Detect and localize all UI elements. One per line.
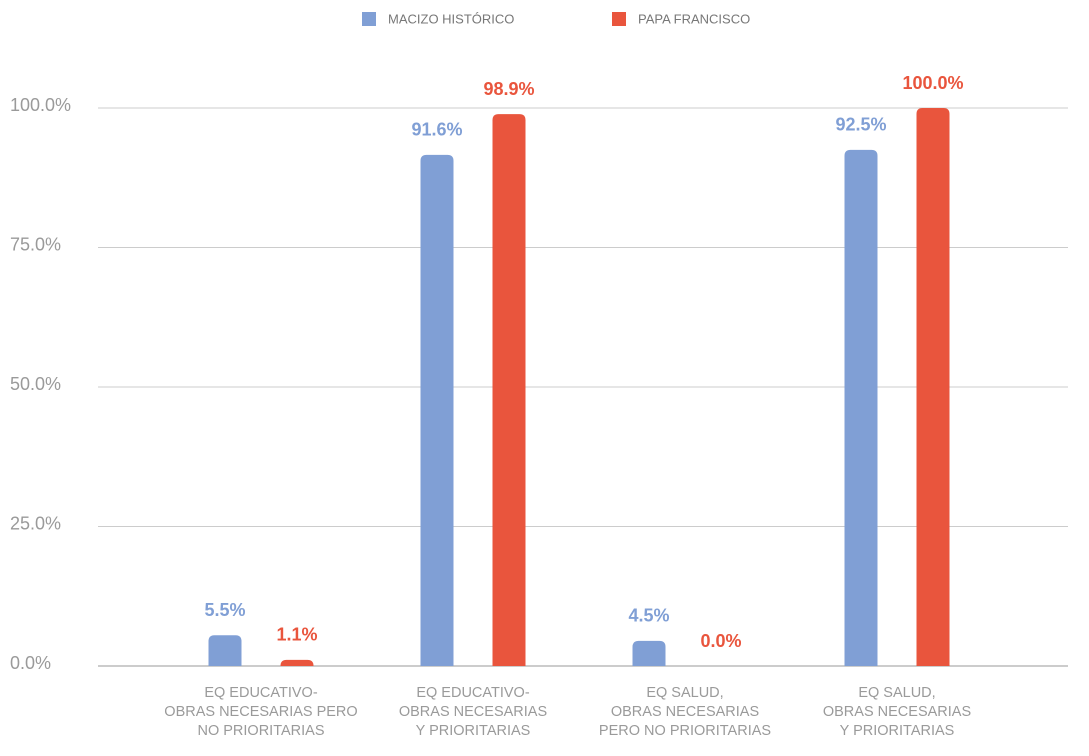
bar: [492, 114, 526, 666]
value-label: 98.9%: [483, 79, 534, 99]
x-tick-label: NO PRIORITARIAS: [197, 723, 324, 739]
bar: [208, 635, 242, 666]
x-tick-label: OBRAS NECESARIAS: [823, 704, 971, 720]
bar: [916, 108, 950, 666]
x-tick-label: Y PRIORITARIAS: [840, 723, 955, 739]
value-label: 5.5%: [204, 600, 245, 620]
y-tick-label: 75.0%: [10, 234, 61, 254]
x-tick-label: PERO NO PRIORITARIAS: [599, 723, 771, 739]
legend-label: PAPA FRANCISCO: [638, 11, 750, 26]
legend-label: MACIZO HISTÓRICO: [388, 11, 514, 26]
x-tick-label: EQ EDUCATIVO-: [416, 685, 529, 701]
value-label: 1.1%: [276, 625, 317, 645]
y-tick-label: 50.0%: [10, 374, 61, 394]
x-tick-label: OBRAS NECESARIAS: [611, 704, 759, 720]
bar: [280, 659, 314, 666]
value-label: 0.0%: [700, 631, 741, 651]
x-tick-label: Y PRIORITARIAS: [416, 723, 531, 739]
bar: [844, 149, 878, 667]
x-tick-label: EQ EDUCATIVO-: [204, 685, 317, 701]
y-tick-label: 25.0%: [10, 513, 61, 533]
x-tick-label: EQ SALUD,: [858, 685, 935, 701]
value-label: 100.0%: [902, 73, 963, 93]
y-tick-label: 0.0%: [10, 653, 51, 673]
x-tick-label: OBRAS NECESARIAS: [399, 704, 547, 720]
x-tick-label: EQ SALUD,: [646, 685, 723, 701]
y-tick-label: 100.0%: [10, 95, 71, 115]
bar: [632, 640, 666, 666]
bar: [420, 154, 454, 666]
value-label: 91.6%: [411, 120, 462, 140]
legend-swatch: [362, 12, 376, 26]
legend-swatch: [612, 12, 626, 26]
value-label: 4.5%: [628, 606, 669, 626]
x-tick-label: OBRAS NECESARIAS PERO: [164, 704, 357, 720]
value-label: 92.5%: [835, 115, 886, 135]
